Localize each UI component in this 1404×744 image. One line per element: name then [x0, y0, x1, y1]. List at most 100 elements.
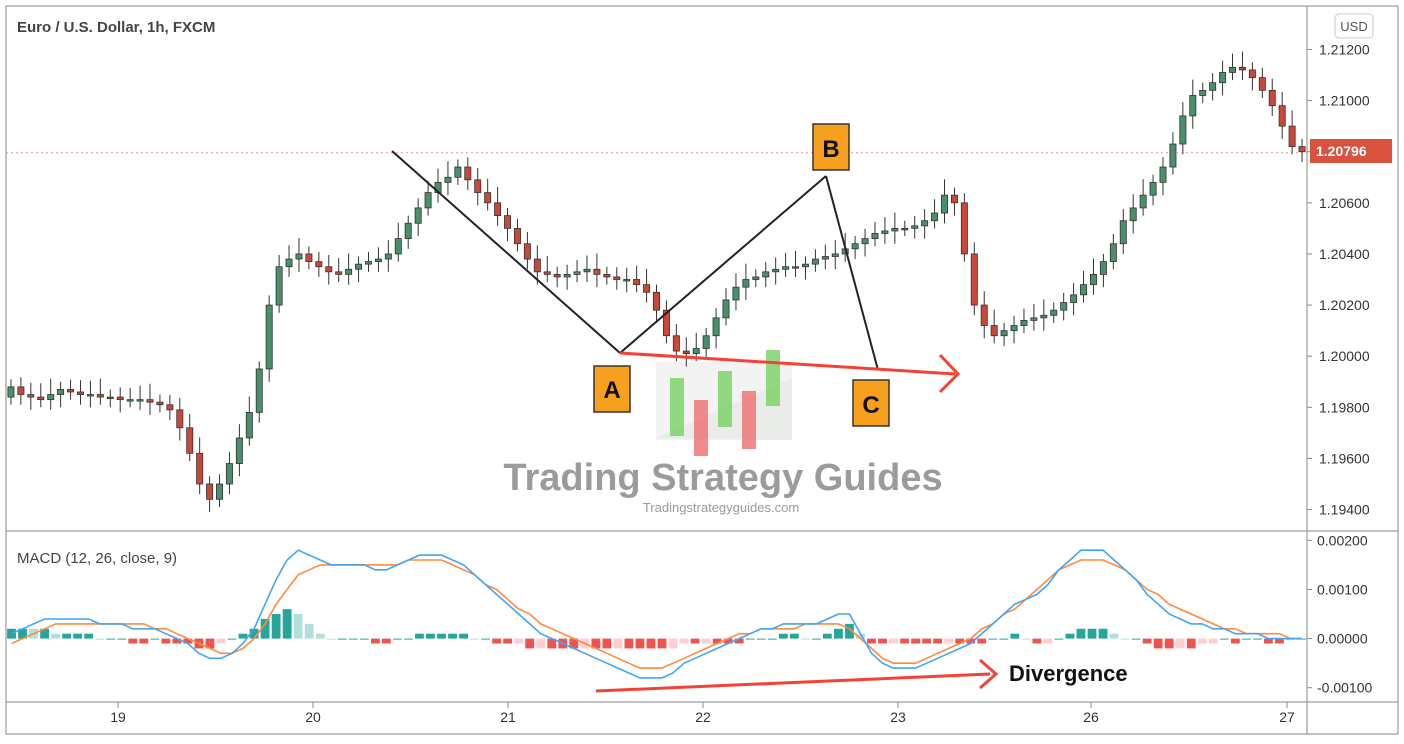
- candle-body: [682, 350, 690, 355]
- candle-body: [1060, 302, 1068, 311]
- candle-body: [603, 273, 611, 278]
- candle-body: [1199, 89, 1207, 96]
- macd-histogram-bar: [227, 638, 237, 640]
- macd-histogram-bar: [878, 638, 887, 644]
- macd-histogram-bar: [1054, 638, 1064, 640]
- candle-body: [176, 409, 184, 429]
- candle-body: [593, 268, 601, 275]
- macd-histogram-bar: [150, 638, 160, 640]
- price-tick-label: 1.20600: [1319, 195, 1370, 211]
- candle-body: [106, 396, 114, 399]
- candle-body: [394, 238, 402, 255]
- candle-body: [255, 368, 263, 413]
- candle-body: [1099, 261, 1107, 275]
- macd-histogram-bar: [249, 628, 259, 639]
- macd-histogram-bar: [448, 633, 457, 639]
- macd-histogram-bar: [282, 609, 292, 639]
- candle-body: [454, 166, 462, 178]
- candle-body: [77, 391, 84, 395]
- signal-line: [11, 559, 1302, 669]
- macd-histogram-bar: [370, 638, 380, 644]
- macd-histogram-bar: [271, 614, 281, 639]
- time-tick-label: 21: [500, 709, 516, 725]
- candle-body: [37, 396, 45, 401]
- current-price-badge: 1.20796: [1310, 139, 1392, 163]
- price-tick-label: 1.21000: [1319, 93, 1370, 109]
- macd-histogram-bar: [635, 638, 645, 649]
- price-tick-label: 1.19800: [1319, 399, 1370, 415]
- candle-body: [126, 399, 134, 402]
- candle-body: [384, 253, 392, 260]
- macd-histogram-bar: [845, 623, 854, 639]
- macd-histogram-bar: [767, 638, 777, 640]
- macd-histogram-bar: [547, 638, 557, 649]
- candle-body: [1129, 207, 1137, 222]
- candle-body: [67, 389, 75, 393]
- macd-histogram-bar: [1164, 638, 1174, 649]
- macd-histogram-bar: [1175, 638, 1185, 649]
- candle-body: [742, 279, 750, 288]
- macd-histogram-bar: [1153, 638, 1163, 649]
- candle-body: [851, 243, 859, 250]
- price-tick-label: 1.20200: [1319, 297, 1370, 313]
- candle-body: [801, 263, 809, 268]
- macd-layer: [7, 549, 1306, 679]
- label-c-text: C: [862, 392, 879, 419]
- macd-histogram-bar: [966, 638, 976, 644]
- candle-body: [206, 483, 214, 500]
- currency-badge-label: USD: [1340, 19, 1367, 34]
- label-c: C: [852, 379, 890, 427]
- macd-histogram-bar: [238, 633, 248, 639]
- candle-body: [245, 412, 253, 439]
- candle-body: [196, 452, 204, 485]
- macd-histogram-bar: [723, 638, 733, 644]
- macd-histogram-bar: [481, 638, 491, 640]
- candle-body: [365, 261, 372, 265]
- watermark-bar: [694, 400, 708, 456]
- candle-body: [563, 273, 571, 278]
- macd-histogram-bar: [536, 638, 546, 649]
- macd-histogram-bar: [778, 633, 788, 639]
- macd-histogram-bar: [404, 638, 413, 640]
- candle-body: [1219, 72, 1227, 84]
- candle-body: [1209, 82, 1217, 91]
- macd-tick-label: -0.00100: [1317, 680, 1372, 696]
- candle-body: [1179, 115, 1187, 145]
- candle-body: [692, 348, 700, 355]
- candle-body: [1010, 325, 1018, 332]
- candle-body: [633, 279, 641, 286]
- candle-body: [315, 261, 323, 268]
- candle-body: [583, 268, 591, 273]
- macd-histogram-bar: [326, 638, 336, 640]
- macd-histogram-bar: [260, 618, 270, 639]
- watermark-layer: Trading Strategy GuidesTradingstrategygu…: [503, 350, 943, 515]
- macd-histogram-bar: [128, 638, 138, 644]
- macd-histogram-bar: [525, 638, 535, 649]
- macd-histogram-bar: [315, 633, 325, 639]
- macd-histogram-bar: [492, 638, 502, 644]
- candle-body: [1139, 194, 1147, 209]
- macd-histogram-bar: [426, 633, 435, 639]
- candle-body: [543, 271, 551, 275]
- macd-histogram-bar: [415, 633, 424, 639]
- candle-body: [1298, 146, 1306, 153]
- candle-body: [712, 317, 720, 337]
- candle-body: [613, 276, 621, 280]
- macd-histogram-bar: [117, 638, 127, 640]
- candle-body: [533, 258, 541, 273]
- candle-body: [1268, 89, 1276, 107]
- currency-badge[interactable]: USD: [1334, 13, 1374, 39]
- macd-histogram-bar: [602, 638, 612, 649]
- candle-body: [1070, 294, 1078, 303]
- macd-histogram-bar: [503, 638, 513, 644]
- chart-title: Euro / U.S. Dollar, 1h, FXCM: [17, 19, 215, 36]
- macd-histogram-bar: [569, 638, 579, 649]
- macd-histogram-bar: [811, 638, 821, 640]
- macd-tick-label: 0.00100: [1317, 581, 1368, 597]
- macd-histogram-bar: [745, 638, 755, 640]
- macd-divergence-arrow: [595, 658, 999, 693]
- macd-histogram-bar: [900, 638, 909, 644]
- candle-body: [17, 386, 25, 395]
- macd-histogram-bar: [304, 623, 314, 639]
- candle-body: [792, 266, 800, 269]
